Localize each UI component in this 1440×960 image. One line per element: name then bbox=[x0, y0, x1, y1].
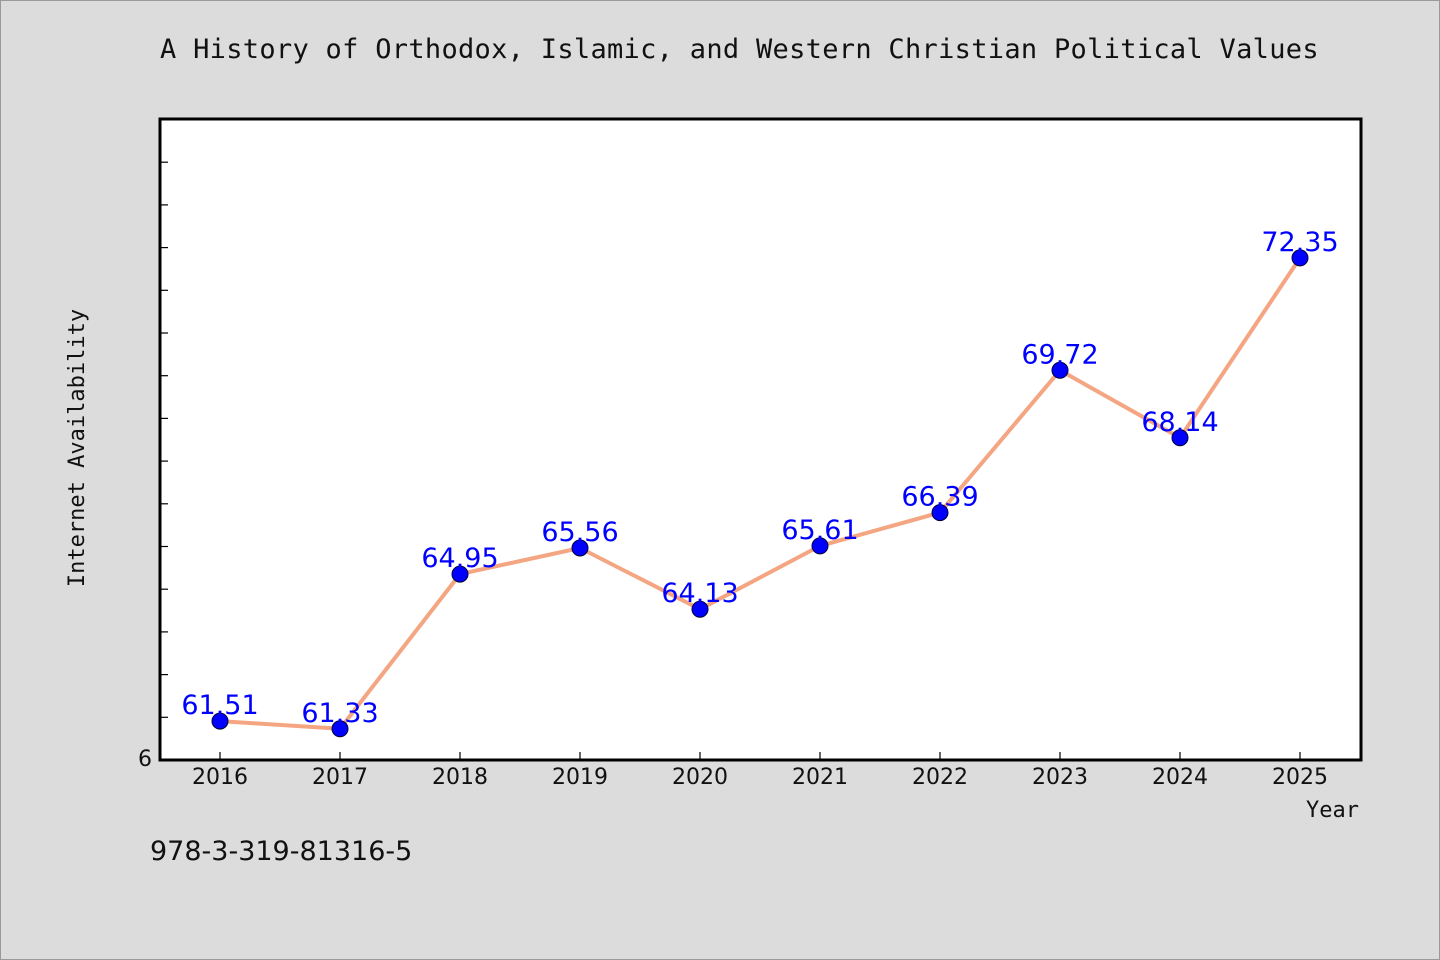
series-line bbox=[218, 255, 1302, 731]
data-point bbox=[1051, 361, 1069, 379]
data-point bbox=[571, 539, 589, 557]
data-label: 66.39 bbox=[901, 482, 978, 513]
data-point bbox=[1171, 429, 1189, 447]
data-point bbox=[811, 537, 829, 555]
y-axis-ticks bbox=[160, 161, 168, 761]
x-tick-label: 2021 bbox=[792, 765, 848, 790]
data-point bbox=[691, 600, 709, 618]
data-label: 64.13 bbox=[661, 578, 738, 609]
data-point bbox=[931, 504, 949, 522]
x-tick-label: 2022 bbox=[912, 765, 968, 790]
footer-isbn: 978-3-319-81316-5 bbox=[150, 836, 413, 867]
data-label: 61.51 bbox=[181, 690, 258, 721]
data-point bbox=[211, 712, 229, 730]
x-axis-title: Year bbox=[1306, 798, 1359, 823]
x-axis-ticks: 2016 2017 2018 2019 2020 2021 2022 2023 2024 2025 bbox=[192, 752, 1328, 790]
data-label: 64.95 bbox=[421, 543, 498, 574]
data-label: 68.14 bbox=[1141, 407, 1218, 438]
x-tick-label: 2016 bbox=[192, 765, 248, 790]
data-label: 65.56 bbox=[541, 517, 618, 548]
data-point bbox=[1291, 249, 1309, 267]
x-tick-label: 2019 bbox=[552, 765, 608, 790]
series-line-group bbox=[218, 255, 1302, 731]
data-label: 61.33 bbox=[301, 698, 378, 729]
data-point bbox=[331, 720, 349, 738]
x-tick-label: 2025 bbox=[1272, 765, 1328, 790]
x-tick-label: 2020 bbox=[672, 765, 728, 790]
x-tick-label: 2023 bbox=[1032, 765, 1088, 790]
y-axis-title: Internet Availability bbox=[65, 309, 90, 587]
y-tick-label: 6 bbox=[138, 747, 152, 772]
data-label: 65.61 bbox=[781, 515, 858, 546]
data-point bbox=[451, 565, 469, 583]
data-label: 72.35 bbox=[1261, 227, 1338, 258]
x-tick-label: 2018 bbox=[432, 765, 488, 790]
data-label: 69.72 bbox=[1021, 339, 1098, 370]
x-tick-label: 2024 bbox=[1152, 765, 1208, 790]
data-markers bbox=[211, 249, 1309, 738]
plot-area bbox=[158, 117, 1363, 762]
data-labels: 61.51 61.33 64.95 65.56 64.13 65.61 66.39 69.72… bbox=[181, 227, 1338, 729]
chart-title: A History of Orthodox, Islamic, and West… bbox=[160, 34, 1319, 65]
x-tick-label: 2017 bbox=[312, 765, 368, 790]
